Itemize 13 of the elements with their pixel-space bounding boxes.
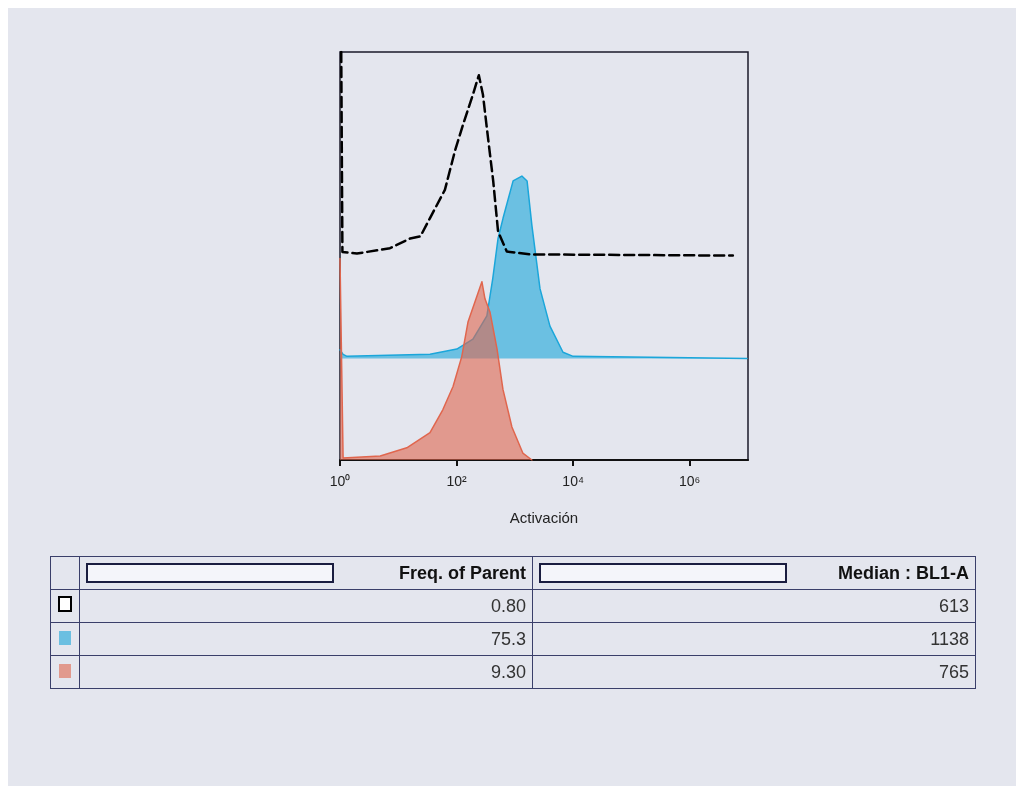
text: Median : BL1-A [837, 562, 969, 584]
text: 765 [532, 655, 976, 689]
x-tick-label: 10² [446, 473, 468, 489]
x-tick-label: 10⁰ [329, 473, 351, 489]
text: 9.30 [79, 655, 533, 689]
text: 75.3 [79, 622, 533, 656]
text: Freq. of Parent [398, 562, 526, 584]
x-tick-label: 10⁴ [562, 473, 584, 489]
x-axis-title: Activación [509, 509, 579, 526]
text: 613 [532, 589, 976, 623]
text: 0.80 [79, 589, 533, 623]
text: 1138 [532, 622, 976, 656]
x-tick-label: 10⁶ [679, 473, 701, 489]
